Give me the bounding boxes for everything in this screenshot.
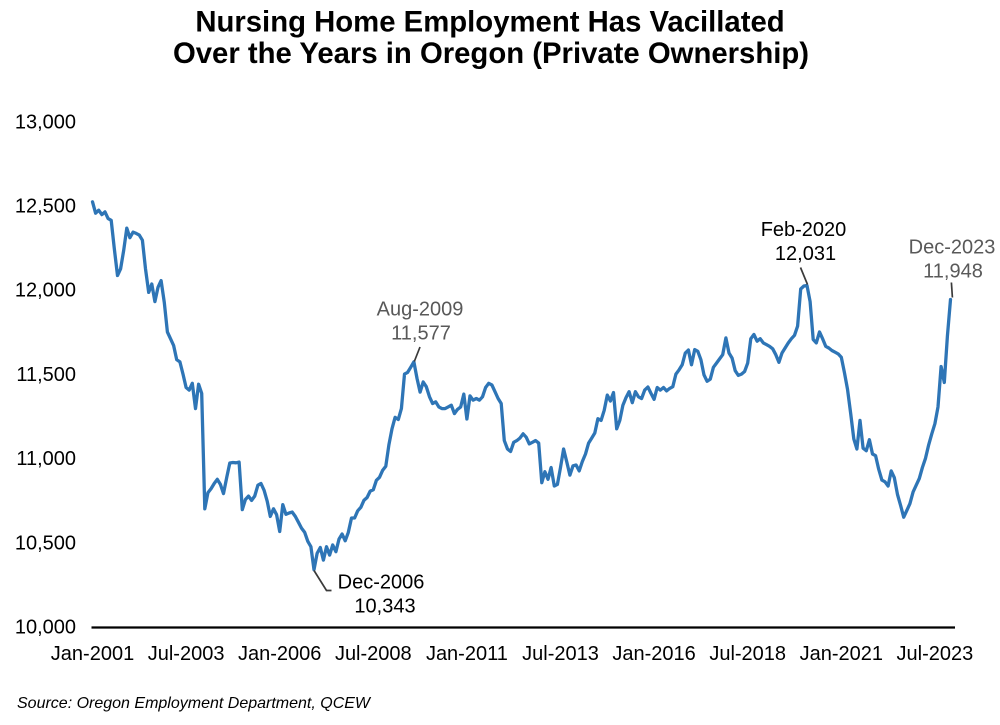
svg-text:Source: Oregon Employment Depa: Source: Oregon Employment Department, QC… <box>17 695 372 712</box>
svg-text:12,031: 12,031 <box>775 243 836 265</box>
svg-text:12,500: 12,500 <box>15 196 76 218</box>
svg-text:Jan-2001: Jan-2001 <box>51 643 134 665</box>
svg-text:Jan-2006: Jan-2006 <box>238 643 321 665</box>
svg-text:Jul-2003: Jul-2003 <box>148 643 225 665</box>
svg-text:Jul-2023: Jul-2023 <box>897 643 974 665</box>
svg-text:11,000: 11,000 <box>16 448 76 470</box>
svg-text:12,000: 12,000 <box>15 280 76 302</box>
svg-text:Jul-2018: Jul-2018 <box>709 643 786 665</box>
svg-text:Jan-2011: Jan-2011 <box>426 643 508 665</box>
svg-text:10,343: 10,343 <box>354 596 415 618</box>
svg-text:Jul-2008: Jul-2008 <box>335 643 412 665</box>
svg-text:Nursing Home Employment Has Va: Nursing Home Employment Has Vacillated <box>195 6 784 39</box>
svg-text:Feb-2020: Feb-2020 <box>761 219 847 241</box>
svg-text:Jan-2016: Jan-2016 <box>612 643 695 665</box>
svg-text:13,000: 13,000 <box>15 111 76 133</box>
svg-text:Jan-2021: Jan-2021 <box>800 643 883 665</box>
svg-text:11,948: 11,948 <box>923 261 983 283</box>
svg-text:Aug-2009: Aug-2009 <box>377 299 464 321</box>
svg-text:Over the Years in Oregon (Priv: Over the Years in Oregon (Private Owners… <box>173 37 809 70</box>
svg-text:Dec-2006: Dec-2006 <box>338 572 425 594</box>
svg-text:10,500: 10,500 <box>15 532 76 554</box>
svg-text:11,500: 11,500 <box>16 364 76 386</box>
svg-text:Dec-2023: Dec-2023 <box>909 237 996 259</box>
svg-text:11,577: 11,577 <box>391 323 451 345</box>
svg-text:10,000: 10,000 <box>15 617 76 639</box>
svg-text:Jul-2013: Jul-2013 <box>522 643 599 665</box>
